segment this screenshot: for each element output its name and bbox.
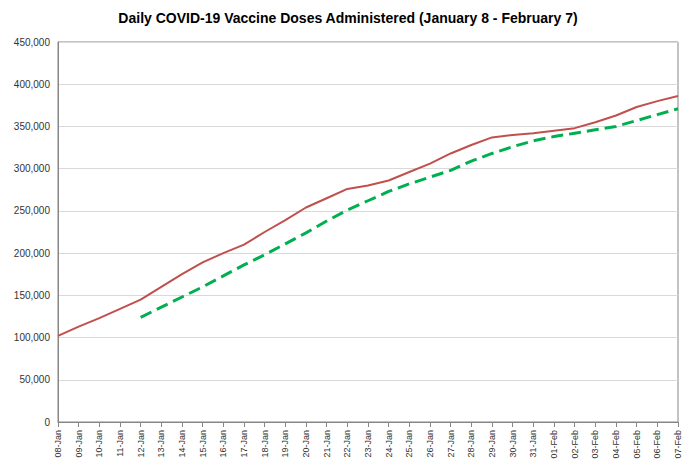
svg-text:27-Jan: 27-Jan: [446, 430, 456, 458]
svg-text:16-Jan: 16-Jan: [218, 430, 228, 458]
svg-text:250,000: 250,000: [14, 205, 51, 216]
svg-text:19-Jan: 19-Jan: [280, 430, 290, 458]
svg-text:17-Jan: 17-Jan: [239, 430, 249, 458]
svg-text:Daily COVID-19 Vaccine Doses A: Daily COVID-19 Vaccine Doses Administere…: [118, 10, 577, 26]
svg-text:06-Feb: 06-Feb: [652, 430, 662, 459]
svg-text:50,000: 50,000: [19, 374, 50, 385]
svg-text:23-Jan: 23-Jan: [363, 430, 373, 458]
svg-text:04-Feb: 04-Feb: [611, 430, 621, 459]
svg-text:100,000: 100,000: [14, 332, 51, 343]
svg-text:300,000: 300,000: [14, 163, 51, 174]
svg-text:20-Jan: 20-Jan: [301, 430, 311, 458]
svg-text:08-Jan: 08-Jan: [53, 430, 63, 458]
svg-text:30-Jan: 30-Jan: [508, 430, 518, 458]
svg-text:05-Feb: 05-Feb: [632, 430, 642, 459]
svg-text:200,000: 200,000: [14, 248, 51, 259]
svg-text:01-Feb: 01-Feb: [549, 430, 559, 459]
svg-text:450,000: 450,000: [14, 37, 51, 48]
svg-text:26-Jan: 26-Jan: [425, 430, 435, 458]
svg-text:14-Jan: 14-Jan: [177, 430, 187, 458]
svg-text:10-Jan: 10-Jan: [94, 430, 104, 458]
svg-text:25-Jan: 25-Jan: [404, 430, 414, 458]
svg-text:400,000: 400,000: [14, 79, 51, 90]
svg-text:350,000: 350,000: [14, 121, 51, 132]
svg-text:13-Jan: 13-Jan: [156, 430, 166, 458]
svg-text:02-Feb: 02-Feb: [570, 430, 580, 459]
svg-text:18-Jan: 18-Jan: [260, 430, 270, 458]
svg-text:03-Feb: 03-Feb: [590, 430, 600, 459]
svg-text:28-Jan: 28-Jan: [466, 430, 476, 458]
svg-text:12-Jan: 12-Jan: [136, 430, 146, 458]
svg-text:150,000: 150,000: [14, 290, 51, 301]
svg-text:0: 0: [44, 417, 50, 428]
svg-text:21-Jan: 21-Jan: [322, 430, 332, 458]
svg-text:31-Jan: 31-Jan: [528, 430, 538, 458]
svg-text:24-Jan: 24-Jan: [384, 430, 394, 458]
svg-text:07-Feb: 07-Feb: [673, 430, 683, 459]
svg-text:09-Jan: 09-Jan: [74, 430, 84, 458]
svg-text:29-Jan: 29-Jan: [487, 430, 497, 458]
svg-text:11-Jan: 11-Jan: [115, 430, 125, 457]
svg-text:22-Jan: 22-Jan: [342, 430, 352, 458]
svg-text:15-Jan: 15-Jan: [198, 430, 208, 458]
